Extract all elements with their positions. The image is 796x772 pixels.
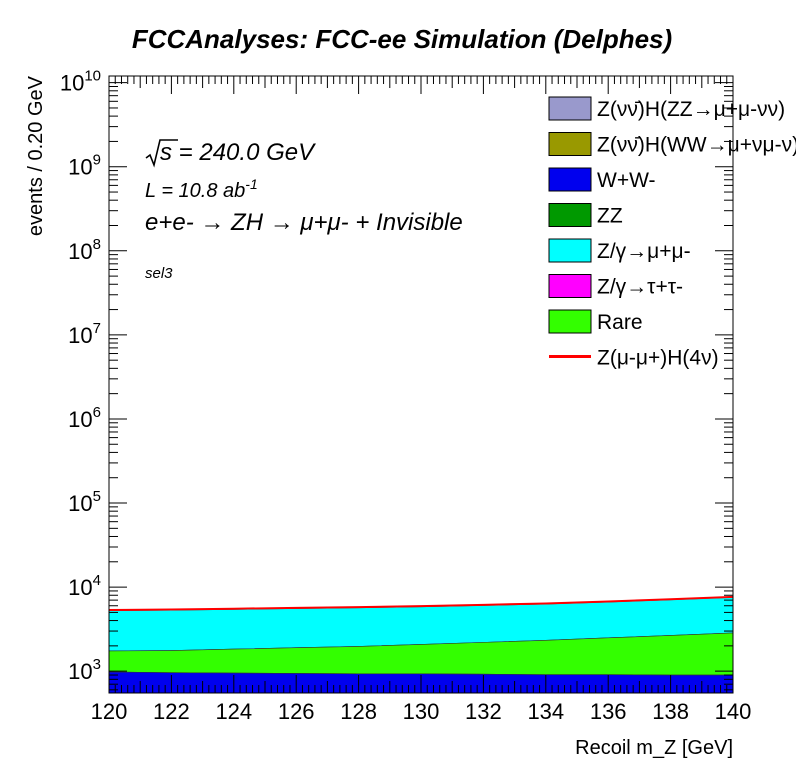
legend-entry: Rare xyxy=(548,309,643,334)
legend-label: W+W- xyxy=(597,169,656,192)
legend-swatch xyxy=(548,238,592,263)
legend-label: Z(νν̄)H(ZZ→μ+μ-νν) xyxy=(597,98,785,121)
legend-entry: Z/γ→τ+τ- xyxy=(548,274,683,299)
chart-title: FCCAnalyses: FCC-ee Simulation (Delphes) xyxy=(132,24,672,54)
legend-entry: Z(νν̄)H(ZZ→μ+μ-νν) xyxy=(548,96,785,121)
y-axis-label: events / 0.20 GeV xyxy=(25,75,47,236)
x-tick-label: 124 xyxy=(215,699,252,724)
legend-label: ZZ xyxy=(597,205,623,228)
x-tick-label: 130 xyxy=(403,699,440,724)
process-label: e+e- → ZH → μ+μ- + Invisible xyxy=(145,209,463,236)
luminosity-label: L = 10.8 ab-1 xyxy=(145,176,258,202)
x-tick-label: 138 xyxy=(652,699,689,724)
annotations: s = 240.0 GeV L = 10.8 ab-1 e+e- → ZH → … xyxy=(145,139,463,282)
legend-entry: ZZ xyxy=(548,203,623,228)
legend-swatch xyxy=(548,309,592,334)
x-tick-label: 122 xyxy=(153,699,190,724)
sqrt-s-annotation: s = 240.0 GeV xyxy=(145,139,316,168)
legend-label: Z/γ→μ+μ- xyxy=(597,240,691,263)
y-tick-label: 104 xyxy=(68,572,101,600)
x-tick-label: 132 xyxy=(465,699,502,724)
y-tick-label: 105 xyxy=(68,488,101,516)
legend-label: Z(μ-μ+)H(4ν) xyxy=(597,347,719,370)
luminosity-text: L = 10.8 ab xyxy=(145,180,245,202)
x-tick-label: 134 xyxy=(527,699,564,724)
luminosity-exponent: -1 xyxy=(245,176,257,192)
legend: Z(νν̄)H(ZZ→μ+μ-νν) Z(νν̄)H(WW→μ+νμ-ν) W+W-… xyxy=(548,96,796,370)
legend-label: Z/γ→τ+τ- xyxy=(597,276,683,299)
x-tick-label: 128 xyxy=(340,699,377,724)
legend-entry: Z/γ→μ+μ- xyxy=(548,238,691,263)
x-axis-label: Recoil m_Z [GeV] xyxy=(575,737,733,759)
signal-line xyxy=(109,595,733,611)
legend-swatch xyxy=(548,96,592,121)
x-tick-label: 120 xyxy=(91,699,128,724)
sqrt-symbol xyxy=(145,139,178,168)
legend-swatch xyxy=(548,203,592,227)
legend-entry: Z(μ-μ+)H(4ν) xyxy=(549,347,719,370)
x-tick-label: 140 xyxy=(715,699,752,724)
axes: 120 122 124 126 128 130 132 134 136 138 140 103 104 1… xyxy=(25,68,751,759)
sqrt-s-label: s = 240.0 GeV xyxy=(160,139,316,166)
legend-swatch xyxy=(548,132,592,156)
x-tick-label: 136 xyxy=(590,699,627,724)
x-tick-label: 126 xyxy=(278,699,315,724)
y-tick-label: 108 xyxy=(68,236,101,264)
y-tick-label: 106 xyxy=(68,404,101,432)
legend-swatch xyxy=(548,167,592,192)
legend-entry: W+W- xyxy=(548,167,656,192)
y-tick-label: 1010 xyxy=(60,68,101,96)
legend-label: Rare xyxy=(597,311,643,334)
y-tick-label: 103 xyxy=(68,656,101,684)
y-tick-label: 107 xyxy=(68,320,101,348)
legend-swatch xyxy=(548,274,592,298)
legend-label: Z(νν̄)H(WW→μ+νμ-ν) xyxy=(597,134,796,157)
y-tick-label: 109 xyxy=(68,152,101,180)
legend-entry: Z(νν̄)H(WW→μ+νμ-ν) xyxy=(548,132,796,157)
selection-label: sel3 xyxy=(145,265,173,282)
